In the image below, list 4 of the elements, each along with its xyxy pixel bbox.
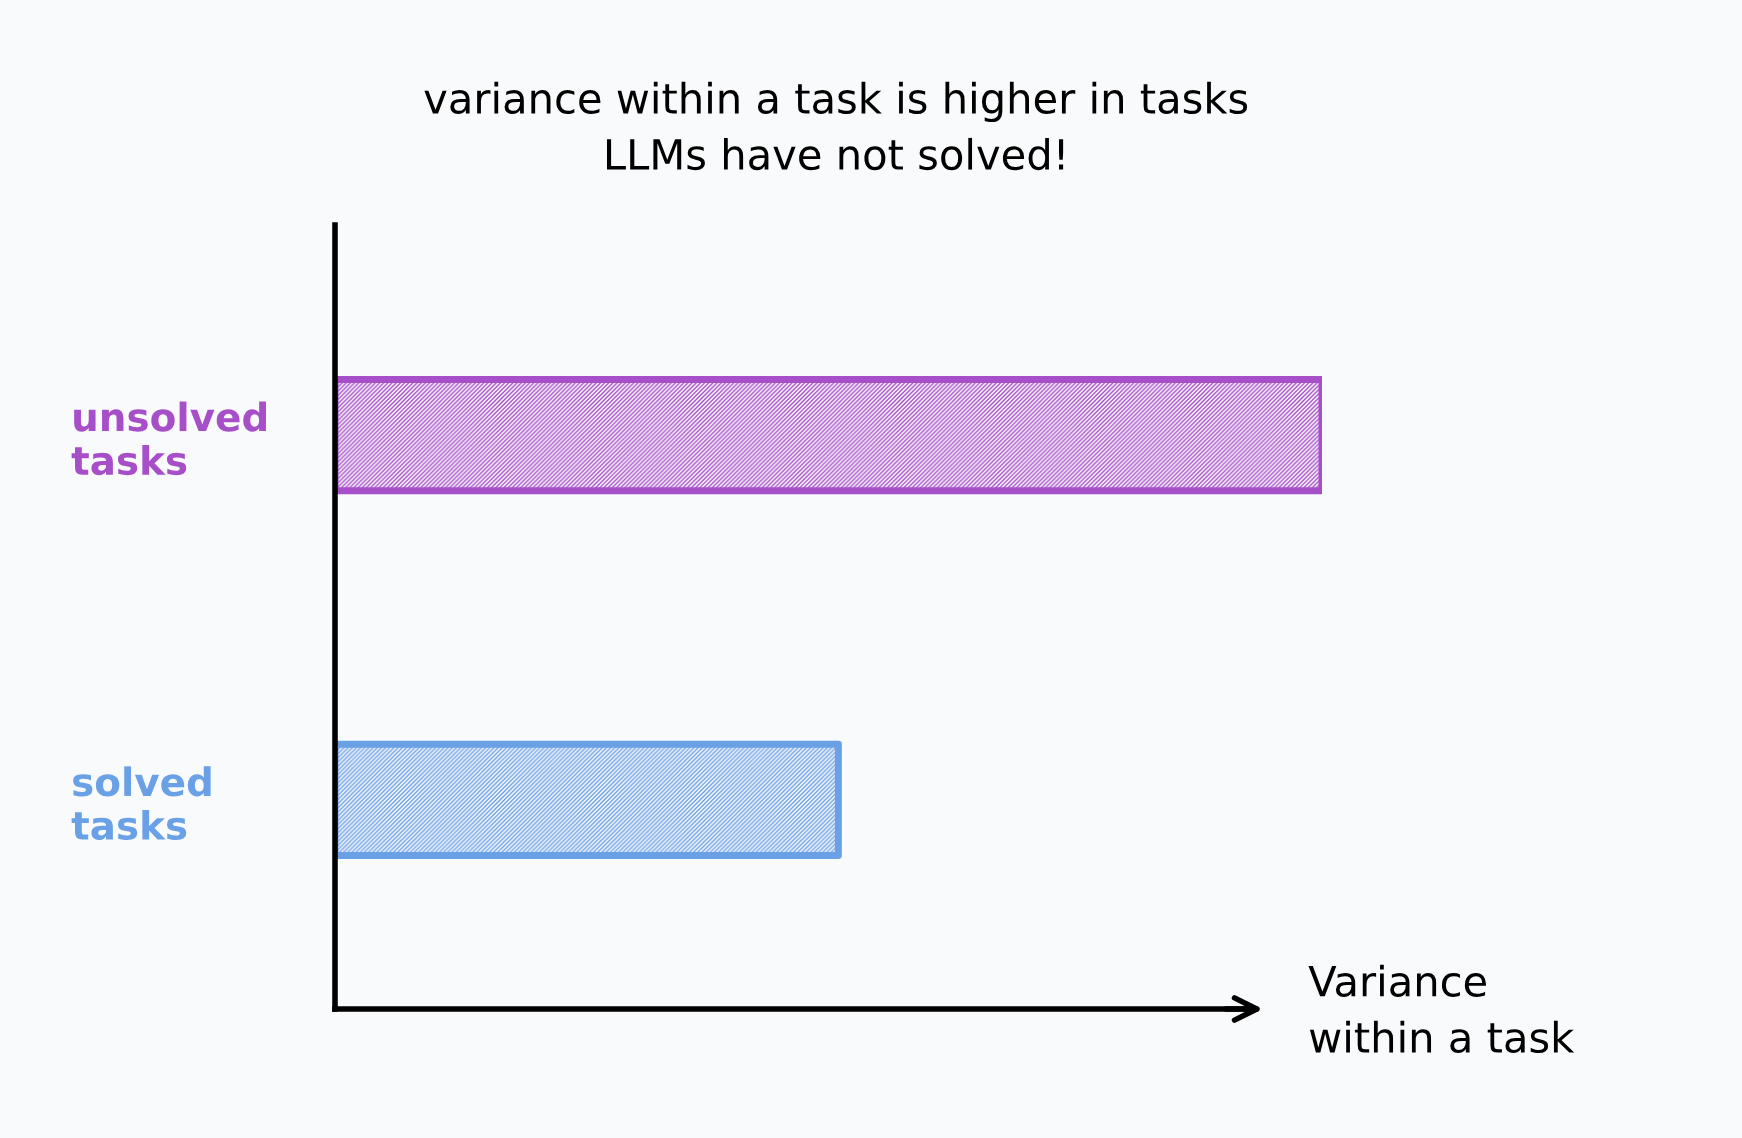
x-axis-title: Variance within a task — [1308, 964, 1575, 1054]
chart-title: variance within a task is higher in tasks LLMs have not solved! — [424, 81, 1248, 171]
y-tick-label: unsolved tasks — [71, 401, 266, 476]
y-tick-label: solved tasks — [71, 766, 211, 841]
